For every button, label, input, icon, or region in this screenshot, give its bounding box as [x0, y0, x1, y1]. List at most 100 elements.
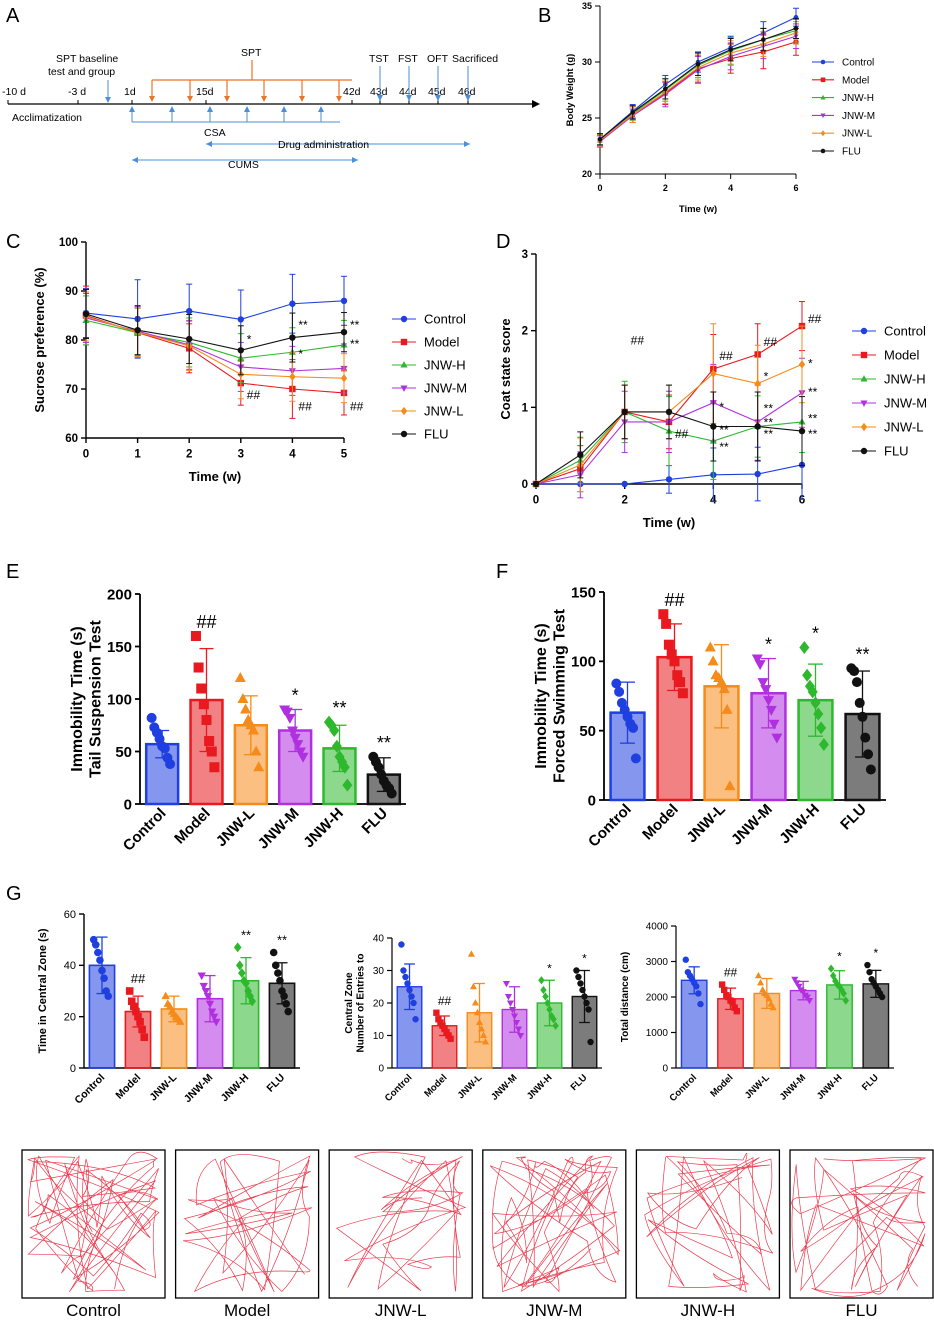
- data-point: [439, 1022, 446, 1029]
- sacrificed-label: Sacrificed: [452, 53, 498, 65]
- x-tick-label: Model: [113, 1072, 143, 1102]
- legend-label: JNW-L: [884, 420, 923, 435]
- series-line-control: [85, 300, 345, 320]
- data-point: [467, 950, 475, 957]
- x-tick-label: Control: [667, 1072, 699, 1104]
- y-tick-label: 50: [579, 723, 596, 740]
- y-tick-label: 40: [373, 934, 385, 945]
- data-point: [212, 1018, 221, 1027]
- data-point: [573, 967, 580, 974]
- arena-label: Model: [224, 1301, 270, 1320]
- legend-marker: [820, 94, 826, 100]
- y-axis-label: Body Weight (g): [565, 54, 576, 127]
- significance-mark: **: [808, 412, 818, 426]
- data-point: [289, 372, 296, 381]
- data-point: [412, 1016, 419, 1023]
- test-arrowheads: [377, 95, 471, 101]
- data-point: [805, 997, 813, 1005]
- x-axis-label: Time (w): [189, 469, 242, 484]
- data-point: [718, 683, 730, 694]
- data-point: [482, 1038, 490, 1045]
- x-tick-label: Model: [639, 801, 682, 844]
- y-axis-label: Forced Swimming Test: [551, 608, 568, 783]
- x-tick-label: 5: [341, 449, 348, 461]
- panel-a-letter: A: [6, 5, 20, 27]
- test-arrows: [379, 66, 469, 98]
- significance-mark: ##: [350, 400, 364, 414]
- significance-mark: ##: [631, 333, 645, 347]
- legend-label: FLU: [424, 427, 449, 442]
- x-tick-label: FLU: [837, 801, 870, 834]
- significance-mark: ##: [298, 400, 312, 414]
- x-tick-label: JNW-M: [778, 1072, 808, 1102]
- data-point: [515, 1026, 523, 1033]
- significance-mark: **: [719, 423, 729, 437]
- data-point: [406, 986, 413, 994]
- data-point: [247, 724, 259, 735]
- y-tick-label: 60: [64, 909, 76, 921]
- data-point: [294, 747, 306, 758]
- x-tick-label: 0: [533, 495, 539, 507]
- movement-track: [27, 1151, 160, 1293]
- data-point: [754, 423, 761, 430]
- significance-mark: **: [764, 427, 774, 441]
- significance-mark: *: [764, 370, 769, 384]
- data-point: [611, 678, 622, 689]
- legend-label: Control: [884, 324, 926, 339]
- movement-track: [183, 1154, 313, 1293]
- day-label: 15d: [196, 86, 214, 98]
- data-point: [731, 1004, 738, 1011]
- y-tick-label: 30: [582, 57, 592, 67]
- data-point: [532, 480, 540, 488]
- y-tick-label: 10: [373, 1031, 385, 1042]
- data-point: [441, 1025, 448, 1033]
- y-tick-label: 3: [522, 249, 528, 261]
- data-point: [235, 960, 244, 971]
- data-point: [793, 26, 799, 31]
- y-tick-label: 35: [582, 1, 592, 11]
- y-tick-label: 0: [522, 479, 528, 491]
- x-tick-label: 1: [134, 449, 141, 461]
- cums-label: CUMS: [228, 159, 259, 171]
- y-axis-label: Tail Suspension Test: [87, 620, 104, 778]
- data-point: [827, 964, 835, 973]
- series-line-jnw-l: [85, 315, 345, 379]
- data-point: [550, 1015, 557, 1024]
- x-tick-label: JNW-L: [147, 1071, 179, 1103]
- significance-mark: **: [855, 644, 869, 664]
- y-tick-label: 150: [107, 639, 132, 656]
- data-point: [799, 640, 810, 654]
- legend-marker: [860, 447, 868, 455]
- legend-label: Model: [842, 75, 869, 86]
- legend-label: FLU: [884, 444, 909, 459]
- data-point: [816, 721, 827, 735]
- significance-mark: *: [873, 946, 878, 960]
- data-point: [331, 739, 342, 753]
- panel-d-letter: D: [496, 231, 510, 253]
- drug-arrow: [206, 141, 470, 147]
- data-point: [400, 967, 407, 974]
- data-point: [513, 1019, 521, 1027]
- data-point: [161, 991, 170, 1000]
- data-point: [433, 1009, 440, 1016]
- data-point: [443, 1029, 450, 1036]
- data-point: [630, 753, 641, 764]
- data-point: [508, 1006, 516, 1014]
- data-point: [104, 992, 113, 1000]
- panel-a-timeline: A -10 d -3 d 1d 15d 42d 43d 44d 45d 46d …: [2, 5, 540, 171]
- data-point: [201, 987, 211, 996]
- day-label: -10 d: [2, 86, 26, 98]
- data-point: [665, 408, 673, 416]
- y-tick-label: 2: [522, 326, 528, 338]
- legend-label: JNW-L: [842, 129, 873, 140]
- data-point: [289, 334, 296, 341]
- y-tick-label: 90: [65, 286, 78, 298]
- data-point: [813, 707, 824, 721]
- day-label: 45d: [428, 86, 446, 98]
- data-point: [398, 941, 405, 948]
- data-point: [799, 989, 807, 996]
- data-point: [237, 347, 244, 354]
- data-point: [435, 1016, 442, 1023]
- data-point: [544, 998, 551, 1008]
